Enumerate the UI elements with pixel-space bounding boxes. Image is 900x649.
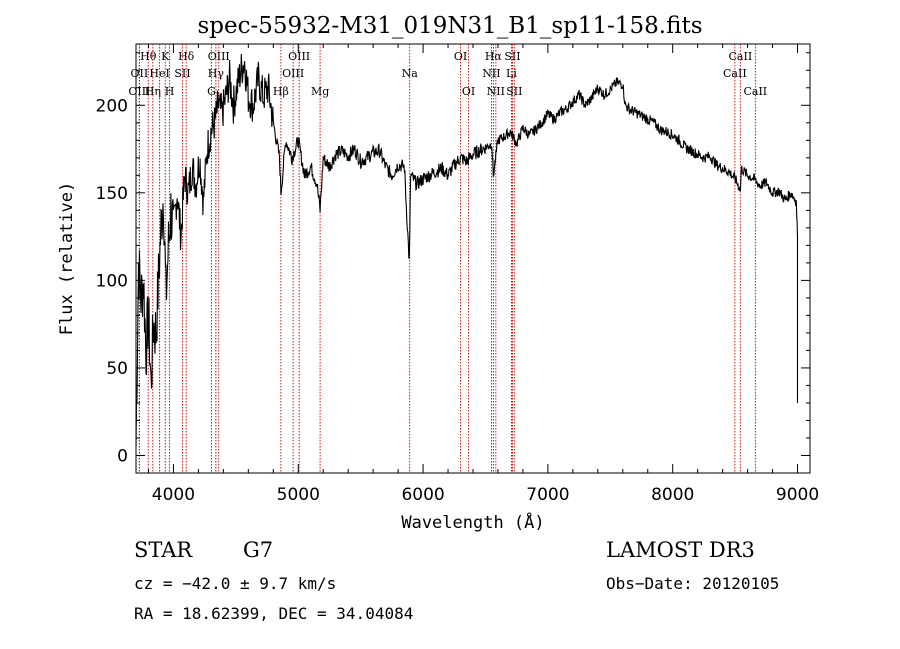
spectral-line-label: Hα	[485, 50, 503, 63]
spectral-line-label: Mg	[311, 85, 329, 98]
coordinates: RA = 18.62399, DEC = 34.04084	[134, 604, 414, 623]
spectral-line-label: CaII	[729, 50, 753, 63]
spectral-line-label: CaII	[743, 85, 767, 98]
y-axis-label: Flux (relative)	[57, 182, 77, 336]
spectral-line-label: H	[165, 85, 175, 98]
spectral-line-label: OIII	[282, 67, 304, 80]
spectral-line-label: Hδ	[178, 50, 195, 63]
spectral-line-label: SII	[174, 67, 190, 80]
spectral-line-label: Li	[506, 67, 517, 80]
spectral-line-label: Hγ	[208, 67, 225, 80]
spectral-line-label: K	[161, 50, 170, 63]
observation-date: Obs−Date: 20120105	[606, 574, 780, 593]
spectral-line-label: Na	[402, 67, 419, 80]
survey-name: LAMOST DR3	[606, 538, 755, 562]
y-tick-label: 100	[96, 271, 128, 291]
spectral-line-label: SII	[506, 85, 522, 98]
x-tick-label: 9000	[776, 485, 819, 505]
spectral-line-label: OIII	[208, 50, 230, 63]
spectral-line-label: Hη	[145, 85, 161, 98]
spectral-line-label: HeI	[149, 67, 169, 80]
spectral-line-label: SII	[504, 50, 520, 63]
spectral-line-label: CaII	[723, 67, 747, 80]
x-tick-label: 6000	[401, 485, 444, 505]
spectral-line-label: OIII	[288, 50, 310, 63]
spectral-line-label: NII	[487, 85, 505, 98]
y-tick-label: 50	[106, 359, 128, 379]
y-tick-label: 200	[96, 96, 128, 116]
object-class: STAR	[134, 538, 193, 562]
spectral-line-label: OI	[454, 50, 467, 63]
spectral-line-label: OI	[462, 85, 475, 98]
plot-frame	[135, 43, 811, 474]
spectrum-line	[135, 53, 799, 448]
spectral-line-label: Hθ	[140, 50, 157, 63]
spectral-line-label: OII	[131, 67, 149, 80]
x-tick-label: 5000	[277, 485, 320, 505]
spectral-line-label: NII	[482, 67, 500, 80]
y-tick-label: 0	[117, 446, 128, 466]
redshift-velocity: cz = −42.0 ± 9.7 km/s	[134, 574, 337, 593]
spectral-line-label: Hβ	[273, 85, 289, 98]
spectral-line-label: G	[207, 85, 216, 98]
y-tick-label: 150	[96, 184, 128, 204]
subclass: G7	[243, 538, 274, 562]
x-tick-label: 8000	[651, 485, 694, 505]
x-axis-label: Wavelength (Å)	[401, 511, 544, 533]
x-tick-label: 7000	[526, 485, 569, 505]
x-tick-label: 4000	[152, 485, 195, 505]
spectral-line-label: OIII	[128, 85, 150, 98]
chart-title: spec-55932-M31_019N31_B1_sp11-158.fits	[197, 13, 702, 39]
